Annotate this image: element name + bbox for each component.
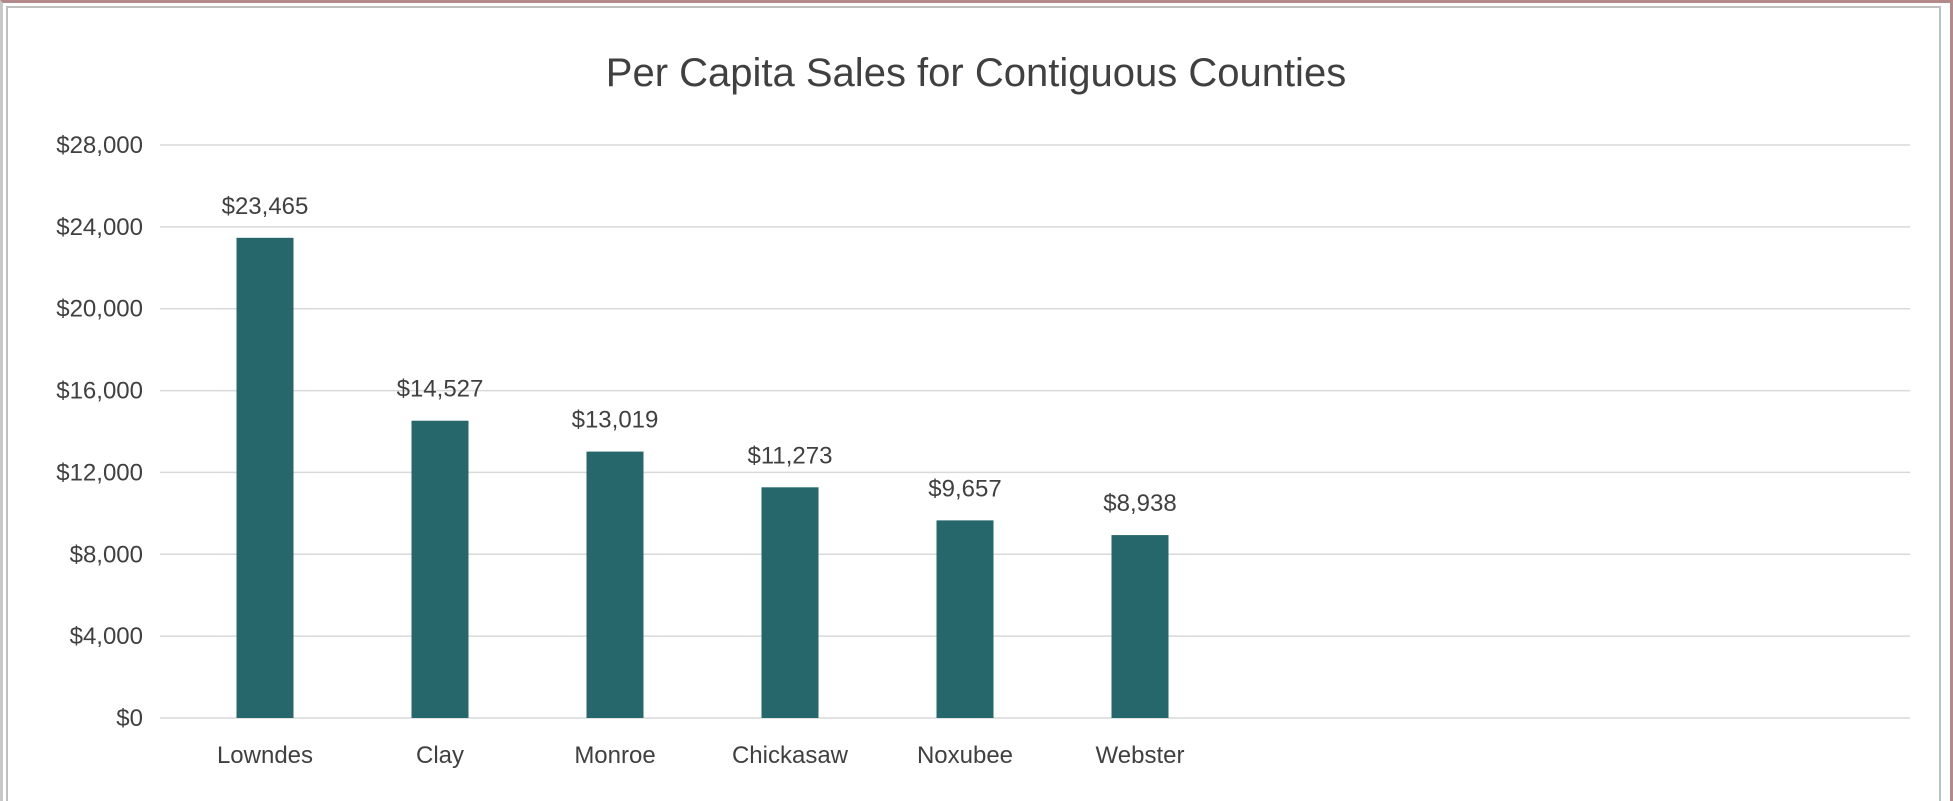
y-tick-label: $0 [116, 705, 143, 732]
data-label-lowndes: $23,465 [222, 193, 309, 220]
bars [236, 237, 1169, 718]
data-label-webster: $8,938 [1103, 490, 1176, 517]
y-tick-label: $4,000 [70, 623, 143, 650]
data-label-noxubee: $9,657 [928, 475, 1001, 502]
data-label-chickasaw: $11,273 [748, 442, 833, 469]
bar-monroe [586, 451, 644, 718]
y-tick-label: $16,000 [56, 378, 143, 405]
category-label-noxubee: Noxubee [917, 742, 1013, 769]
category-label-chickasaw: Chickasaw [732, 742, 849, 769]
category-label-webster: Webster [1096, 742, 1185, 769]
data-labels: $23,465 $14,527 $13,019 $11,273 $9,657 $8,938 [222, 193, 1177, 517]
bar-noxubee [936, 520, 994, 718]
bar-chickasaw [761, 487, 819, 718]
category-label-clay: Clay [416, 742, 464, 769]
bar-clay [411, 420, 469, 718]
y-tick-label: $20,000 [56, 296, 143, 323]
y-tick-label: $8,000 [70, 541, 143, 568]
y-tick-label: $12,000 [56, 459, 143, 486]
bar-lowndes [236, 237, 294, 718]
x-axis-category-labels: Lowndes Clay Monroe Chickasaw Noxubee Webster [217, 742, 1185, 769]
bar-webster [1111, 535, 1169, 718]
data-label-clay: $14,527 [397, 376, 484, 403]
chart-title: Per Capita Sales for Contiguous Counties [606, 51, 1346, 95]
category-label-monroe: Monroe [574, 742, 655, 769]
y-tick-label: $28,000 [56, 132, 143, 159]
y-axis-tick-labels: $0 $4,000 $8,000 $12,000 $16,000 $20,000 $24,0… [56, 132, 143, 732]
y-tick-label: $24,000 [56, 214, 143, 241]
category-label-lowndes: Lowndes [217, 742, 313, 769]
data-label-monroe: $13,019 [572, 407, 659, 434]
